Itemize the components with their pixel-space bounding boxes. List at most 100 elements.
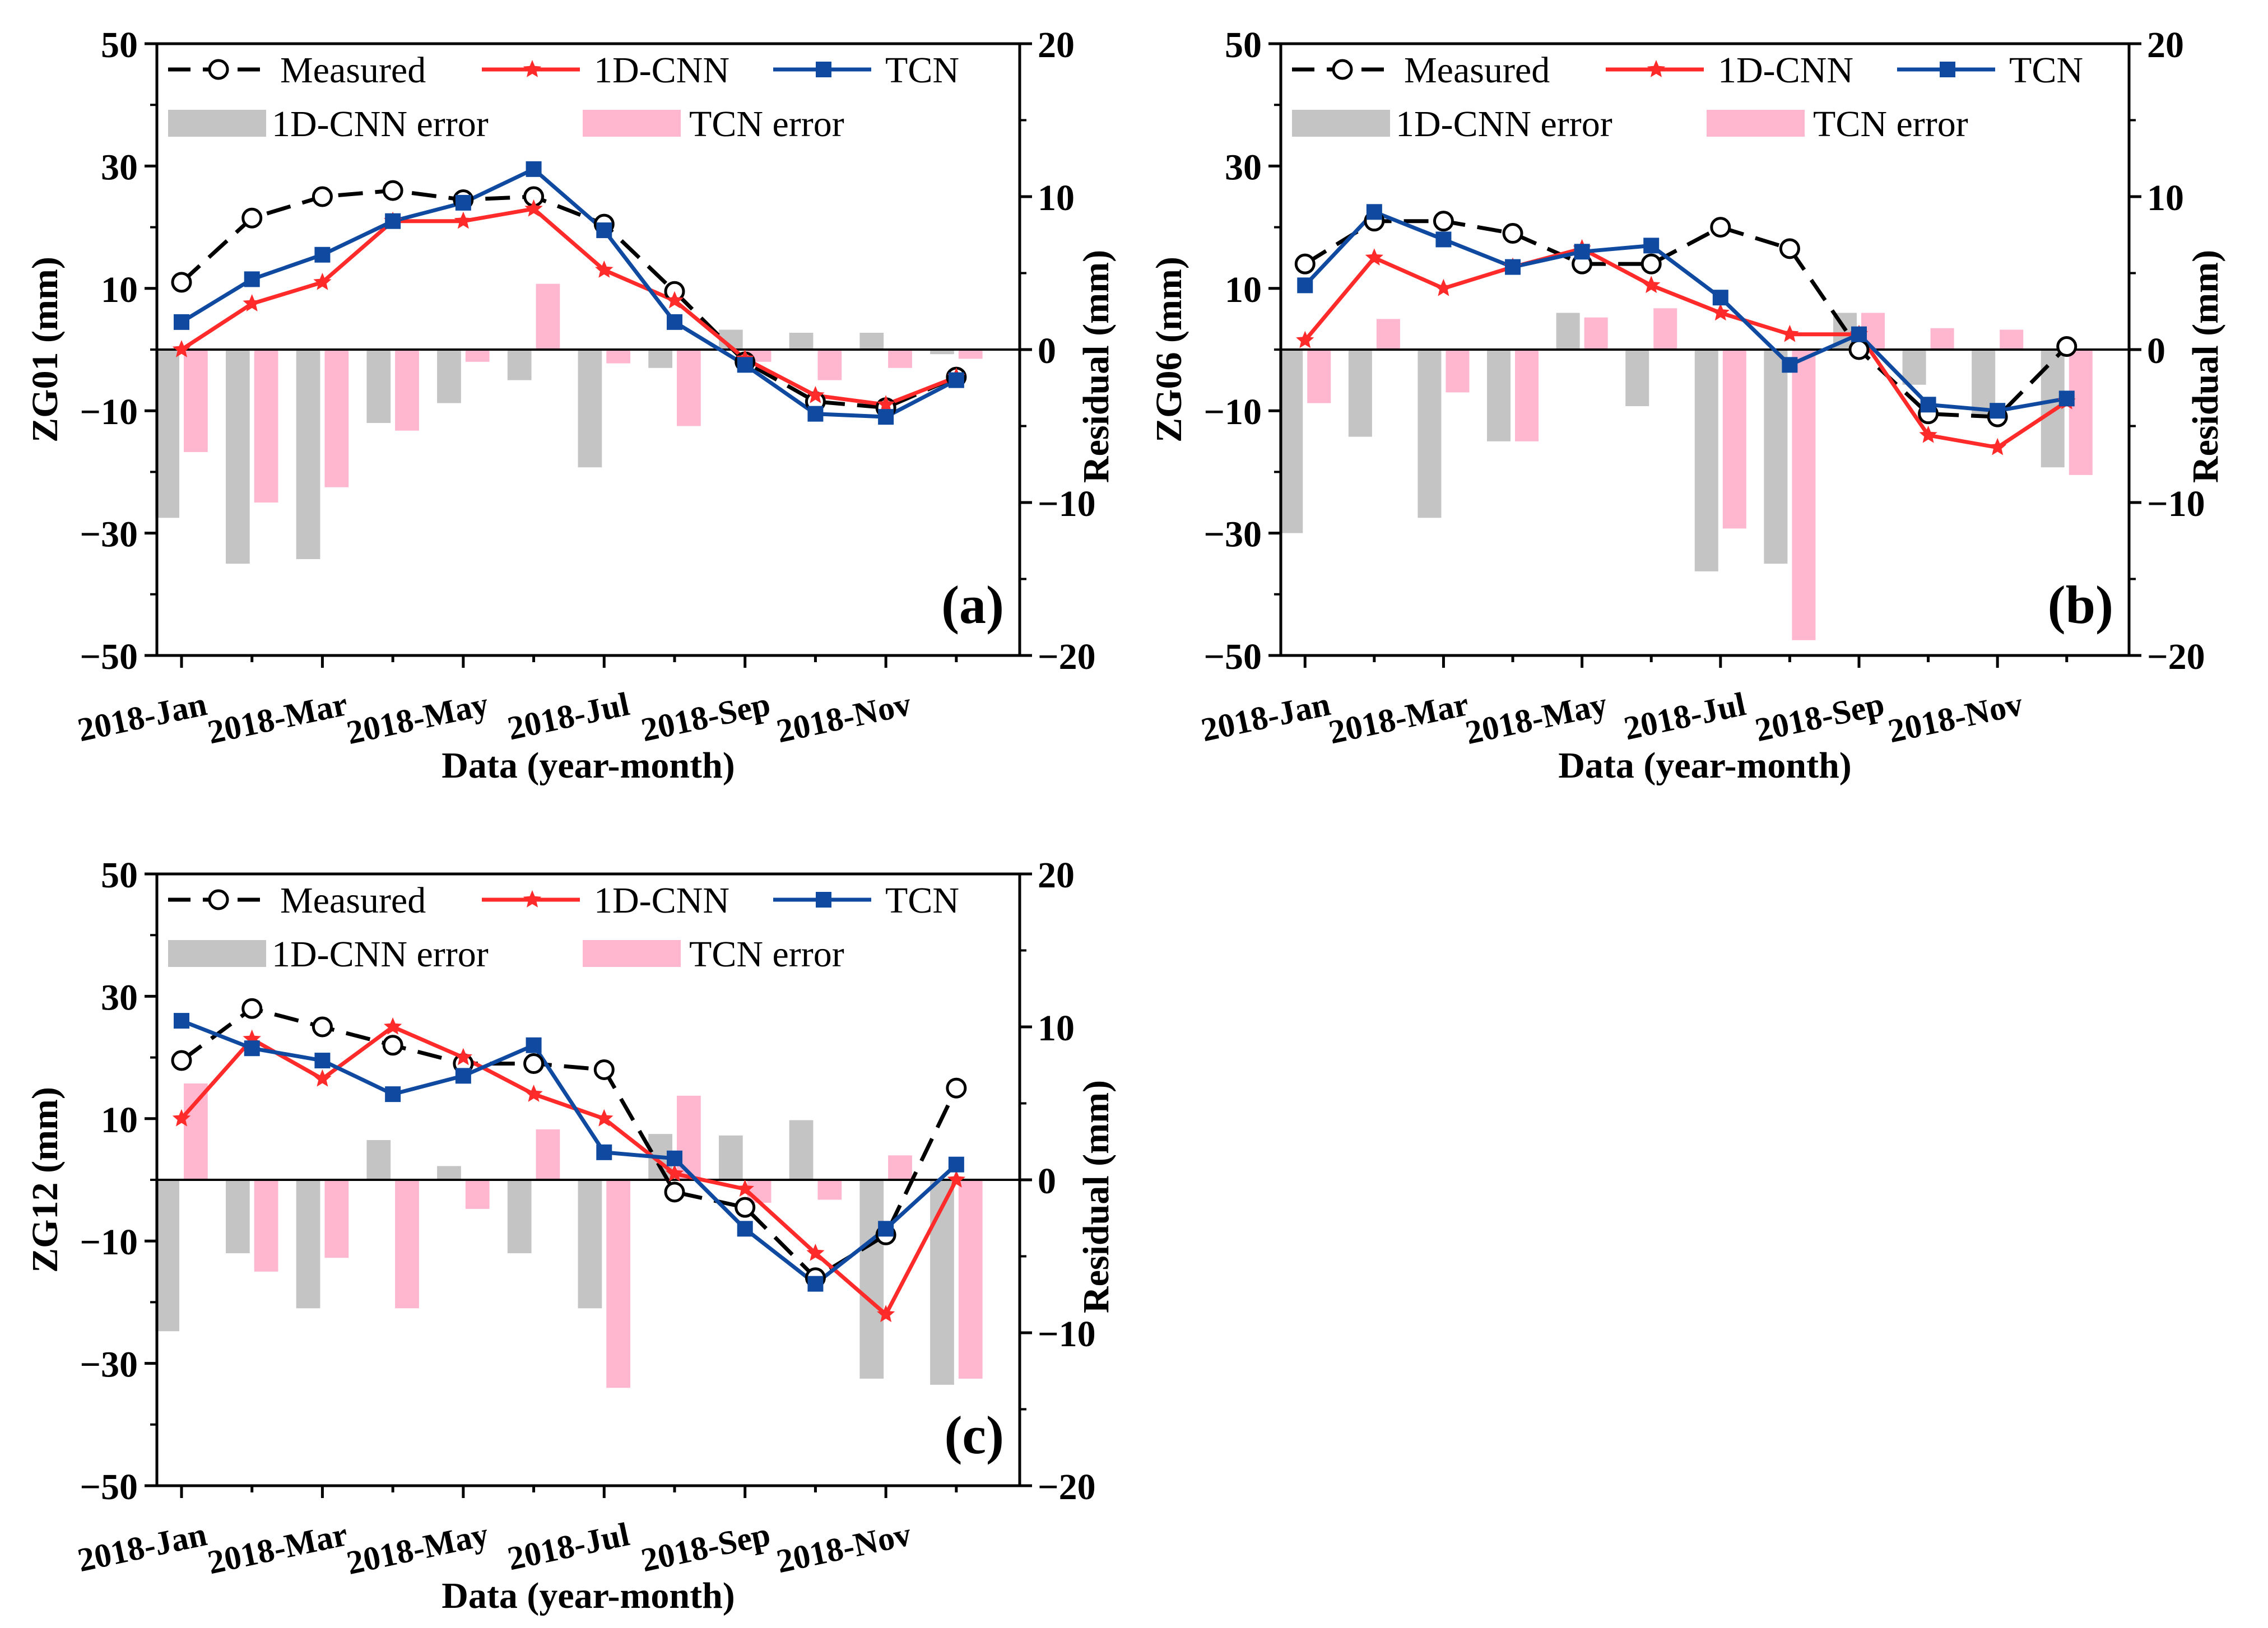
tcn-error-bar [324,1180,349,1258]
measured-point [1710,217,1731,238]
y2-axis-title: Residual (mm) [2185,250,2226,483]
cnn-error-bar [648,350,672,368]
tcn-error-bar [536,1129,560,1180]
tcn-point [1366,204,1382,220]
tcn-error-bar [888,1155,912,1180]
measured-point [171,1050,192,1071]
legend-cnn-error-label: 1D-CNN error [272,934,489,975]
legend-cnn-error-swatch [168,110,266,137]
tcn-point [807,1276,824,1292]
tcn-point [1297,277,1313,294]
measured-point [1433,211,1454,232]
x-tick-label: 2018-May [343,1515,492,1582]
legend-tcn-error-label: TCN error [689,104,844,145]
legend-cnn-error-label: 1D-CNN error [1396,104,1612,145]
tcn-point [1990,403,2006,419]
cnn-point [1988,438,2007,455]
y-tick-label: 50 [1225,25,1262,66]
measured-line [180,188,958,410]
y2-tick-label: −10 [2147,483,2205,524]
legend-tcn-label: TCN [885,50,959,91]
y2-tick-label: 10 [1038,1008,1075,1049]
cnn-point [1434,278,1453,296]
legend-cnn-error-swatch [1292,110,1390,137]
cnn-line [180,1025,959,1317]
cnn-error-bar [1279,350,1303,533]
y-tick-label: −50 [1203,636,1262,677]
y-tick-label: 30 [101,147,138,188]
cnn-line [180,207,958,407]
y2-tick-label: 0 [2147,331,2165,371]
cnn-point [313,1069,332,1087]
cnn-error-bar [437,350,461,403]
legend-tcn-error-label: TCN error [689,934,844,975]
x-tick-label: 2018-Jan [75,1515,210,1579]
x-tick-label: 2018-Sep [638,1515,773,1579]
legend: Measured 1D-CNN TCN 1D-CNN error TCN error [1292,50,2083,145]
y-tick-label: 10 [101,269,138,310]
measured-point [1779,238,1800,259]
tcn-point [878,1221,894,1237]
cnn-point [665,291,684,309]
cnn-point [1296,331,1314,348]
x-tick-label: 2018-Nov [1885,685,2026,750]
tcn-error-bar [465,350,490,362]
x-axis-title: Data (year-month) [441,1575,735,1616]
legend-tcn-error-swatch [583,110,681,137]
measured-point [1502,223,1523,244]
tcn-line [180,1018,958,1286]
x-tick-label: 2018-Jul [504,685,633,747]
x-tick-label: 2018-Jan [1198,685,1333,748]
y-axis-title: ZG12 (mm) [25,1087,66,1273]
legend-tcn-marker [816,892,831,908]
tcn-point [667,314,682,330]
x-tick-label: 2018-Nov [773,1515,914,1580]
tcn-line [180,167,958,419]
y-tick-label: −30 [80,1345,138,1385]
tcn-error-bar [1722,350,1746,529]
cnn-error-bar [1764,350,1788,564]
tcn-point [314,1053,331,1069]
tcn-point [1643,238,1660,254]
legend-cnn-label: 1D-CNN [594,880,729,921]
cnn-line [1303,246,2068,450]
y-tick-label: 10 [1225,269,1262,310]
tcn-point [737,357,753,373]
cnn-error-bar [859,332,884,350]
measured-point [1640,253,1662,275]
tcn-point [1505,259,1521,275]
tcn-error-bar [1584,317,1608,350]
cnn-error-bar [718,1135,743,1180]
tcn-point [244,1040,260,1057]
legend-tcn-marker [816,62,831,77]
tcn-error-bar [324,350,349,487]
panel-label: (a) [941,575,1004,635]
measured-line [180,1006,959,1280]
y2-tick-label: 10 [1038,178,1075,218]
cnn-error-bar [1902,350,1926,385]
y-tick-label: 30 [101,977,138,1018]
x-tick-label: 2018-May [1462,685,1611,751]
x-axis-title: Data (year-month) [1558,745,1852,786]
tcn-error-bar [2069,350,2093,475]
measured-point [946,1077,967,1099]
cnn-point [595,261,614,278]
tcn-point [1782,357,1798,373]
cnn-point [1365,248,1383,266]
cnn-point [313,272,332,290]
tcn-error-bar [2000,329,2024,350]
legend: Measured 1D-CNN TCN 1D-CNN error TCN error [168,880,959,975]
cnn-error-bar [789,332,814,350]
cnn-error-bar [578,350,602,468]
tcn-point [878,409,894,425]
chart-panel-2: 503010−10−30−5020100−10−202018-Jan2018-M… [1149,25,2226,786]
y-tick-label: −50 [80,1467,138,1508]
tcn-error-bar [1446,350,1470,393]
chart-panel-3: 503010−10−30−5020100−10−202018-Jan2018-M… [25,855,1117,1616]
tcn-point [314,246,331,263]
legend-cnn-marker [523,60,542,77]
tcn-point [244,271,260,287]
tcn-point [1574,244,1590,260]
tcn-point [667,1150,682,1166]
legend-cnn-marker [523,890,542,908]
